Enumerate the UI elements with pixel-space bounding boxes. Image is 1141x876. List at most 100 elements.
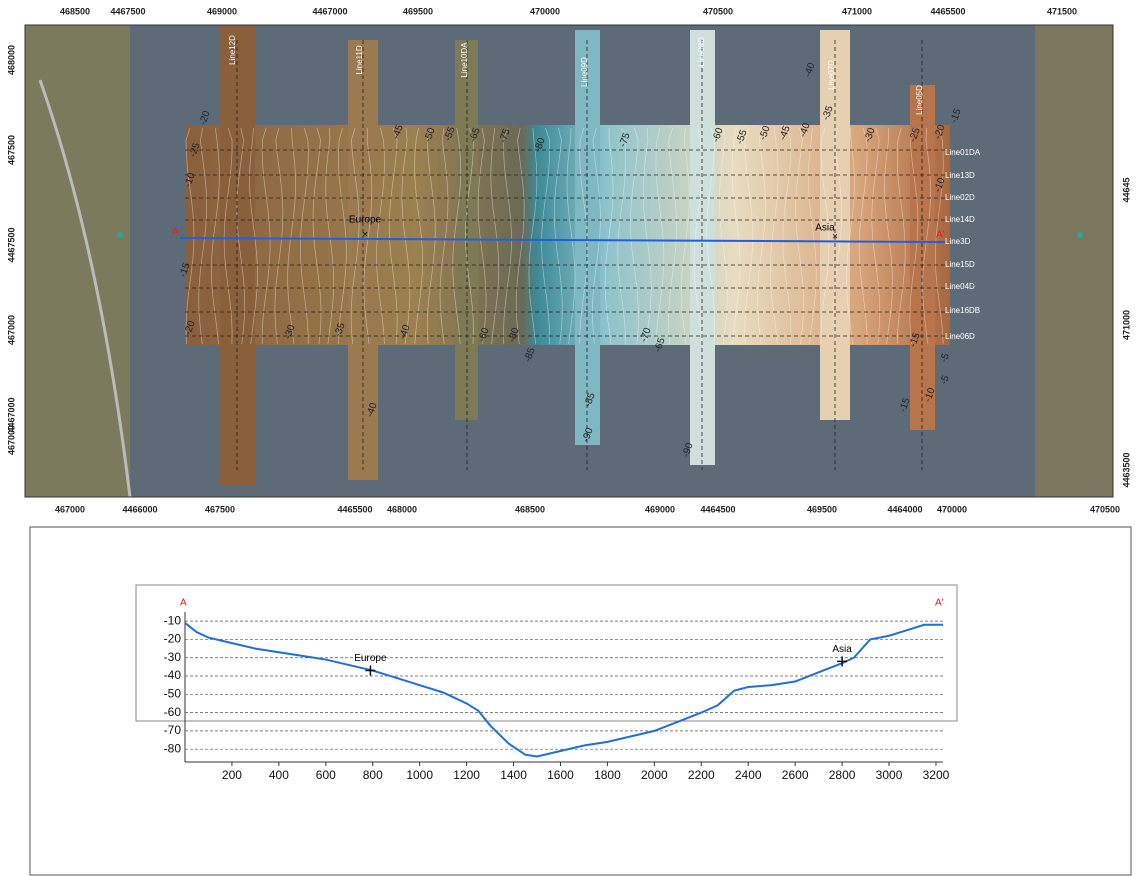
contour (503, 127, 512, 345)
contour (211, 127, 220, 345)
contour-label: -50 (422, 126, 437, 144)
contour (274, 127, 284, 345)
contour (909, 127, 919, 345)
contour (249, 127, 258, 345)
contour (668, 127, 677, 345)
contour (363, 127, 373, 345)
contour (820, 127, 830, 345)
y-tick-label: -10 (164, 613, 182, 627)
line-label: Line07D (827, 60, 836, 90)
contour (655, 127, 665, 345)
contour (858, 127, 868, 345)
contour-label: -40 (797, 121, 812, 139)
section-end: A' (936, 230, 945, 241)
y-tick-label: -50 (164, 686, 182, 700)
line-label: Line11D (355, 45, 364, 74)
coord-label: 4467000 (312, 6, 347, 16)
contour (325, 127, 335, 345)
coord-label: 471500 (1047, 6, 1077, 16)
contour (642, 127, 652, 345)
contour-label: -10 (932, 176, 947, 194)
line-label: Line04D (945, 282, 975, 291)
section-start: A (180, 598, 187, 609)
contour-label: -85 (522, 346, 537, 364)
point (1077, 232, 1083, 238)
coord-label: 4467000 (6, 397, 16, 432)
europe-label: Europe (349, 215, 382, 226)
contour-label: -25 (907, 126, 922, 144)
contour (515, 127, 525, 345)
map-frame (24, 24, 1114, 498)
x-tick-label: 1800 (594, 768, 621, 782)
cross: × (362, 230, 368, 241)
y-tick-label: -80 (164, 741, 182, 755)
land-east (1035, 25, 1113, 497)
contour (376, 127, 385, 345)
contour-label: -45 (390, 123, 405, 141)
contour (553, 127, 563, 345)
x-tick-label: 1000 (406, 768, 433, 782)
contour (769, 127, 779, 345)
contour-label: -10 (182, 171, 197, 189)
strip (910, 85, 935, 430)
contour (566, 127, 576, 345)
coord-label: 471000 (842, 6, 872, 16)
contour-label: -50 (757, 124, 772, 142)
coord-label: 4463500 (1121, 452, 1131, 487)
coord-label: 467000 (55, 504, 85, 514)
line-label: Line15D (945, 260, 975, 269)
contour-label: -40 (397, 323, 412, 341)
contour (198, 127, 207, 345)
contour-label: -90 (580, 426, 595, 444)
contour-label: -20 (932, 123, 947, 141)
contour (630, 127, 639, 345)
contour (731, 127, 741, 345)
contour (604, 127, 614, 345)
coord-label: 44645 (1121, 177, 1131, 202)
point (117, 232, 123, 238)
contours (185, 40, 945, 470)
section-end: A' (935, 598, 944, 609)
x-tick-label: 2600 (782, 768, 809, 782)
contour (223, 127, 233, 345)
marker-label: Asia (832, 644, 852, 655)
contour (934, 127, 944, 345)
contour-label: -5 (938, 352, 952, 365)
contour (528, 127, 538, 345)
contour (706, 127, 716, 345)
contour (693, 127, 703, 345)
contour (439, 127, 449, 345)
y-tick-label: -30 (164, 650, 182, 664)
x-tick-label: 600 (316, 768, 336, 782)
strip (220, 25, 255, 485)
contour (617, 127, 627, 345)
coord-label: 470000 (530, 6, 560, 16)
contour-label: -70 (638, 326, 653, 344)
contour (261, 127, 271, 345)
contour (350, 127, 360, 345)
coord-label: 4466000 (122, 504, 157, 514)
line-label: Line12D (228, 35, 237, 65)
coord-label: 4464500 (700, 504, 735, 514)
contour-label: -85 (582, 391, 597, 409)
x-tick-label: 800 (363, 768, 383, 782)
coord-label: 470500 (703, 6, 733, 16)
contour (719, 127, 728, 345)
coord-label: 468500 (60, 6, 90, 16)
asia-label: Asia (815, 223, 835, 234)
contour (922, 127, 931, 345)
x-tick-label: 1400 (500, 768, 527, 782)
contour (338, 127, 347, 345)
contour (388, 127, 398, 345)
contour (681, 127, 690, 345)
coord-label: 470500 (1090, 504, 1120, 514)
contour-label: -20 (182, 319, 197, 337)
contour-label: -25 (187, 141, 202, 159)
section-start: A (172, 227, 179, 238)
coord-label: 467000 (6, 315, 16, 345)
contour-label: -15 (907, 331, 922, 349)
contour-label: -80 (506, 326, 521, 344)
y-tick-label: -70 (164, 723, 182, 737)
x-tick-label: 200 (222, 768, 242, 782)
line-label: Line3D (945, 237, 971, 246)
